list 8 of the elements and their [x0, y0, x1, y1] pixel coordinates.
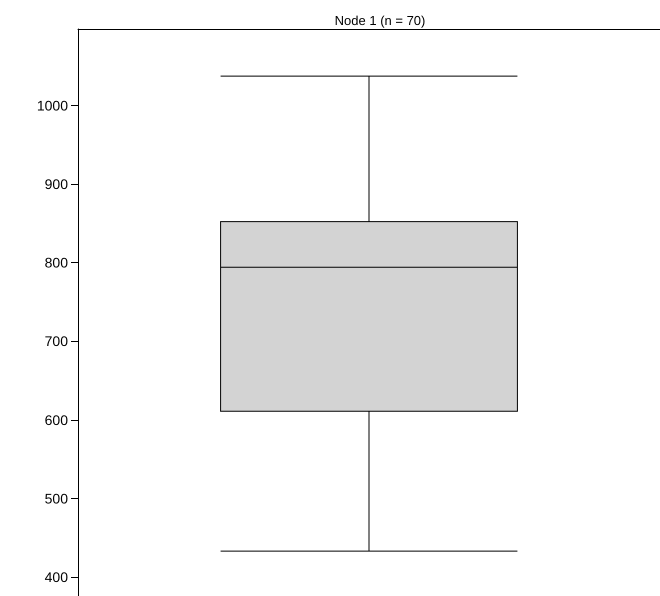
y-tick-label: 900	[44, 176, 68, 192]
y-tick-label: 1000	[36, 97, 68, 114]
y-tick-label: 500	[44, 490, 68, 506]
chart-title: Node 1 (n = 70)	[334, 13, 426, 28]
y-tick-label: 400	[44, 569, 68, 586]
y-tick-label: 700	[44, 333, 68, 350]
y-tick-label: 600	[44, 412, 68, 428]
y-tick-label: 800	[44, 254, 68, 271]
